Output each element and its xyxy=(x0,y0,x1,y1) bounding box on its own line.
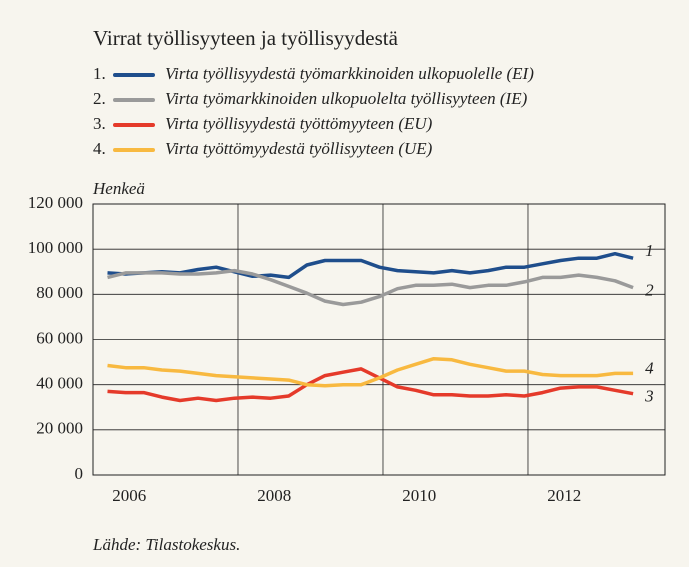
line-end-label: 3 xyxy=(644,387,654,406)
x-tick-label: 2012 xyxy=(547,486,581,505)
series-line xyxy=(107,356,634,388)
y-axis-label: Henkeä xyxy=(92,179,145,198)
line-end-label: 1 xyxy=(645,241,654,260)
legend-number: 1. xyxy=(93,64,106,83)
y-tick-label: 40 000 xyxy=(36,374,83,393)
series-line xyxy=(107,268,634,307)
legend-number: 4. xyxy=(93,139,106,158)
legend-label: Virta työllisyydestä työttömyyteen (EU) xyxy=(165,114,433,133)
x-tick-label: 2006 xyxy=(112,486,146,505)
legend-label: Virta työllisyydestä työmarkkinoiden ulk… xyxy=(165,64,534,83)
legend-label: Virta työttömyydestä työllisyyteen (UE) xyxy=(165,139,433,158)
y-tick-label: 20 000 xyxy=(36,419,83,438)
y-tick-label: 60 000 xyxy=(36,328,83,347)
series-line xyxy=(107,367,634,403)
line-end-label: 4 xyxy=(645,358,654,377)
source: Lähde: Tilastokeskus. xyxy=(92,535,240,554)
legend-number: 2. xyxy=(93,89,106,108)
legend-number: 3. xyxy=(93,114,106,133)
legend-label: Virta työmarkkinoiden ulkopuolelta työll… xyxy=(165,89,528,108)
y-tick-label: 120 000 xyxy=(28,193,83,212)
x-tick-label: 2008 xyxy=(257,486,291,505)
y-tick-label: 100 000 xyxy=(28,238,83,257)
x-tick-label: 2010 xyxy=(402,486,436,505)
chart-title: Virrat työllisyyteen ja työllisyydestä xyxy=(93,26,399,50)
y-tick-label: 0 xyxy=(75,464,84,483)
line-end-label: 2 xyxy=(645,280,654,299)
series-line xyxy=(107,251,634,280)
y-tick-label: 80 000 xyxy=(36,283,83,302)
